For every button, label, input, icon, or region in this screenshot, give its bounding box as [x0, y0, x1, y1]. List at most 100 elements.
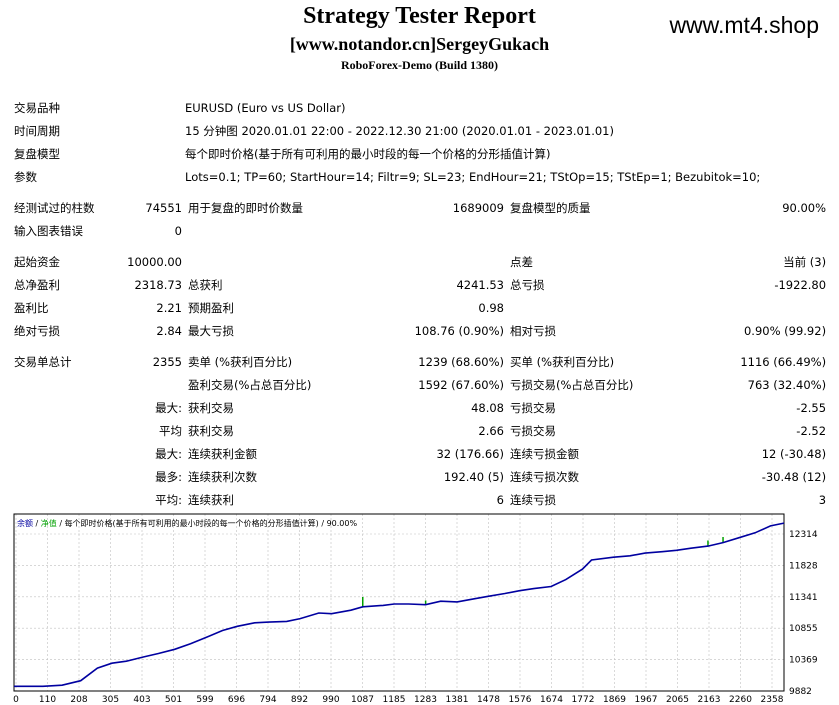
- errors-label: 输入图表错误: [14, 223, 83, 238]
- total-trades-value: 2355: [152, 354, 182, 369]
- model-label: 复盘模型: [14, 146, 60, 161]
- quality-value: 90.00%: [782, 200, 827, 215]
- profit-trades-label: 盈利交易(%占总百分比): [188, 377, 312, 392]
- chart-frame: [13, 513, 785, 692]
- average-prefix: 平均: [159, 423, 182, 438]
- profit-trades-value: 1592 (67.60%): [418, 377, 504, 392]
- period-label: 时间周期: [14, 123, 60, 138]
- largest-profit-value: 48.08: [471, 400, 504, 415]
- period-value: 15 分钟图 2020.01.01 22:00 - 2022.12.30 21:…: [185, 123, 614, 138]
- x-tick-label: 1185: [383, 695, 406, 705]
- x-tick-label: 208: [70, 695, 87, 705]
- x-tick-label: 1772: [572, 695, 595, 705]
- profit-factor-value: 2.21: [156, 300, 182, 315]
- x-tick-label: 501: [165, 695, 182, 705]
- symbol-label: 交易品种: [14, 100, 60, 115]
- max-consec-wins-label: 连续获利金额: [188, 446, 257, 461]
- report-table: 交易品种 EURUSD (Euro vs US Dollar) 时间周期 15 …: [11, 96, 829, 511]
- net-profit-value: 2318.73: [134, 277, 182, 292]
- loss-trades-label: 亏损交易(%占总百分比): [510, 377, 634, 392]
- x-tick-label: 1576: [509, 695, 532, 705]
- net-profit-label: 总净盈利: [14, 277, 60, 292]
- avg-consec-losses-label: 连续亏损: [510, 492, 556, 507]
- loss-trades-value: 763 (32.40%): [747, 377, 827, 392]
- y-tick-label: 10855: [789, 624, 818, 634]
- largest-loss-label: 亏损交易: [510, 400, 556, 415]
- average2-prefix: 平均:: [155, 492, 182, 507]
- legend-rest: / 每个即时价格(基于所有可利用的最小时段的每一个价格的分形插值计算) / 90…: [57, 518, 358, 528]
- x-tick-label: 2065: [666, 695, 689, 705]
- abs-drawdown-label: 绝对亏损: [14, 323, 60, 338]
- quality-label: 复盘模型的质量: [510, 200, 591, 215]
- y-tick-label: 12314: [789, 530, 818, 540]
- x-tick-label: 1967: [635, 695, 658, 705]
- report-subtitle: [www.notandor.cn]SergeyGukach: [289, 34, 550, 54]
- bars-label: 经测试过的柱数: [14, 200, 95, 215]
- max-consec-wins-value: 32 (176.66): [436, 446, 504, 461]
- x-tick-label: 0: [13, 695, 19, 705]
- params-value: Lots=0.1; TP=60; StartHour=14; Filtr=9; …: [185, 169, 761, 184]
- rel-drawdown-value: 0.90% (99.92): [743, 323, 827, 338]
- report-title: Strategy Tester Report: [303, 3, 536, 29]
- short-label: 卖单 (%获利百分比): [188, 354, 293, 369]
- deposit-label: 起始资金: [14, 254, 60, 269]
- spread-value: 当前 (3): [783, 254, 827, 269]
- x-tick-label: 2358: [761, 695, 784, 705]
- rel-drawdown-label: 相对亏损: [510, 323, 556, 338]
- payoff-value: 0.98: [478, 300, 504, 315]
- avg-consec-wins-value: 6: [496, 492, 504, 507]
- y-tick-label: 10369: [789, 656, 818, 666]
- balance-chart: 余额 / 净值 / 每个即时价格(基于所有可利用的最小时段的每一个价格的分形插值…: [13, 513, 818, 705]
- avg-consec-wins-label: 连续获利: [188, 492, 234, 507]
- report-build: RoboForex-Demo (Build 1380): [340, 58, 499, 72]
- max-consec-loss-value: -30.48 (12): [761, 469, 827, 484]
- gross-profit-value: 4241.53: [456, 277, 504, 292]
- chart-grid: [14, 514, 784, 692]
- max-consec-profit-label: 连续获利次数: [188, 469, 257, 484]
- short-value: 1239 (68.60%): [418, 354, 504, 369]
- x-tick-label: 305: [102, 695, 119, 705]
- max-consec-losses-label: 连续亏损金额: [510, 446, 579, 461]
- x-tick-label: 794: [259, 695, 276, 705]
- most-prefix: 最多:: [155, 469, 182, 484]
- x-axis-ticks: 0 110 208 305 403 501 599 696 794 892 990 1087 1185 1…: [13, 695, 784, 705]
- max-consecutive-prefix: 最大:: [155, 446, 182, 461]
- symbol-value: EURUSD (Euro vs US Dollar): [185, 100, 346, 115]
- equity-spikes: [361, 537, 724, 607]
- x-tick-label: 110: [39, 695, 56, 705]
- max-consec-losses-value: 12 (-30.48): [761, 446, 827, 461]
- bars-value: 74551: [145, 200, 182, 215]
- legend-sep: /: [33, 519, 41, 528]
- long-label: 买单 (%获利百分比): [510, 354, 615, 369]
- gross-profit-label: 总获利: [188, 277, 223, 292]
- max-consec-loss-label: 连续亏损次数: [510, 469, 579, 484]
- profit-factor-label: 盈利比: [14, 300, 49, 315]
- abs-drawdown-value: 2.84: [156, 323, 182, 338]
- chart-legend: 余额 / 净值 / 每个即时价格(基于所有可利用的最小时段的每一个价格的分形插值…: [17, 518, 357, 528]
- legend-balance: 余额: [17, 518, 33, 528]
- x-tick-label: 599: [196, 695, 213, 705]
- x-tick-label: 1674: [540, 695, 563, 705]
- max-consec-profit-value: 192.40 (5): [443, 469, 504, 484]
- x-tick-label: 1381: [446, 695, 469, 705]
- x-tick-label: 2163: [698, 695, 721, 705]
- ticks-value: 1689009: [452, 200, 504, 215]
- gross-loss-value: -1922.80: [774, 277, 827, 292]
- largest-prefix: 最大:: [155, 400, 182, 415]
- x-tick-label: 1869: [603, 695, 626, 705]
- avg-profit-value: 2.66: [478, 423, 504, 438]
- y-tick-label: 11828: [789, 561, 818, 571]
- deposit-value: 10000.00: [127, 254, 182, 269]
- x-tick-label: 1478: [477, 695, 500, 705]
- y-axis-ticks: 12314 11828 11341 10855 10369 9882: [789, 530, 818, 697]
- gross-loss-label: 总亏损: [510, 277, 545, 292]
- spread-label: 点差: [510, 254, 533, 269]
- max-drawdown-label: 最大亏损: [188, 323, 234, 338]
- avg-loss-label: 亏损交易: [510, 423, 556, 438]
- x-tick-label: 696: [228, 695, 245, 705]
- x-tick-label: 892: [291, 695, 308, 705]
- avg-loss-value: -2.52: [796, 423, 827, 438]
- payoff-label: 预期盈利: [188, 300, 234, 315]
- x-tick-label: 1087: [351, 695, 374, 705]
- max-drawdown-value: 108.76 (0.90%): [414, 323, 504, 338]
